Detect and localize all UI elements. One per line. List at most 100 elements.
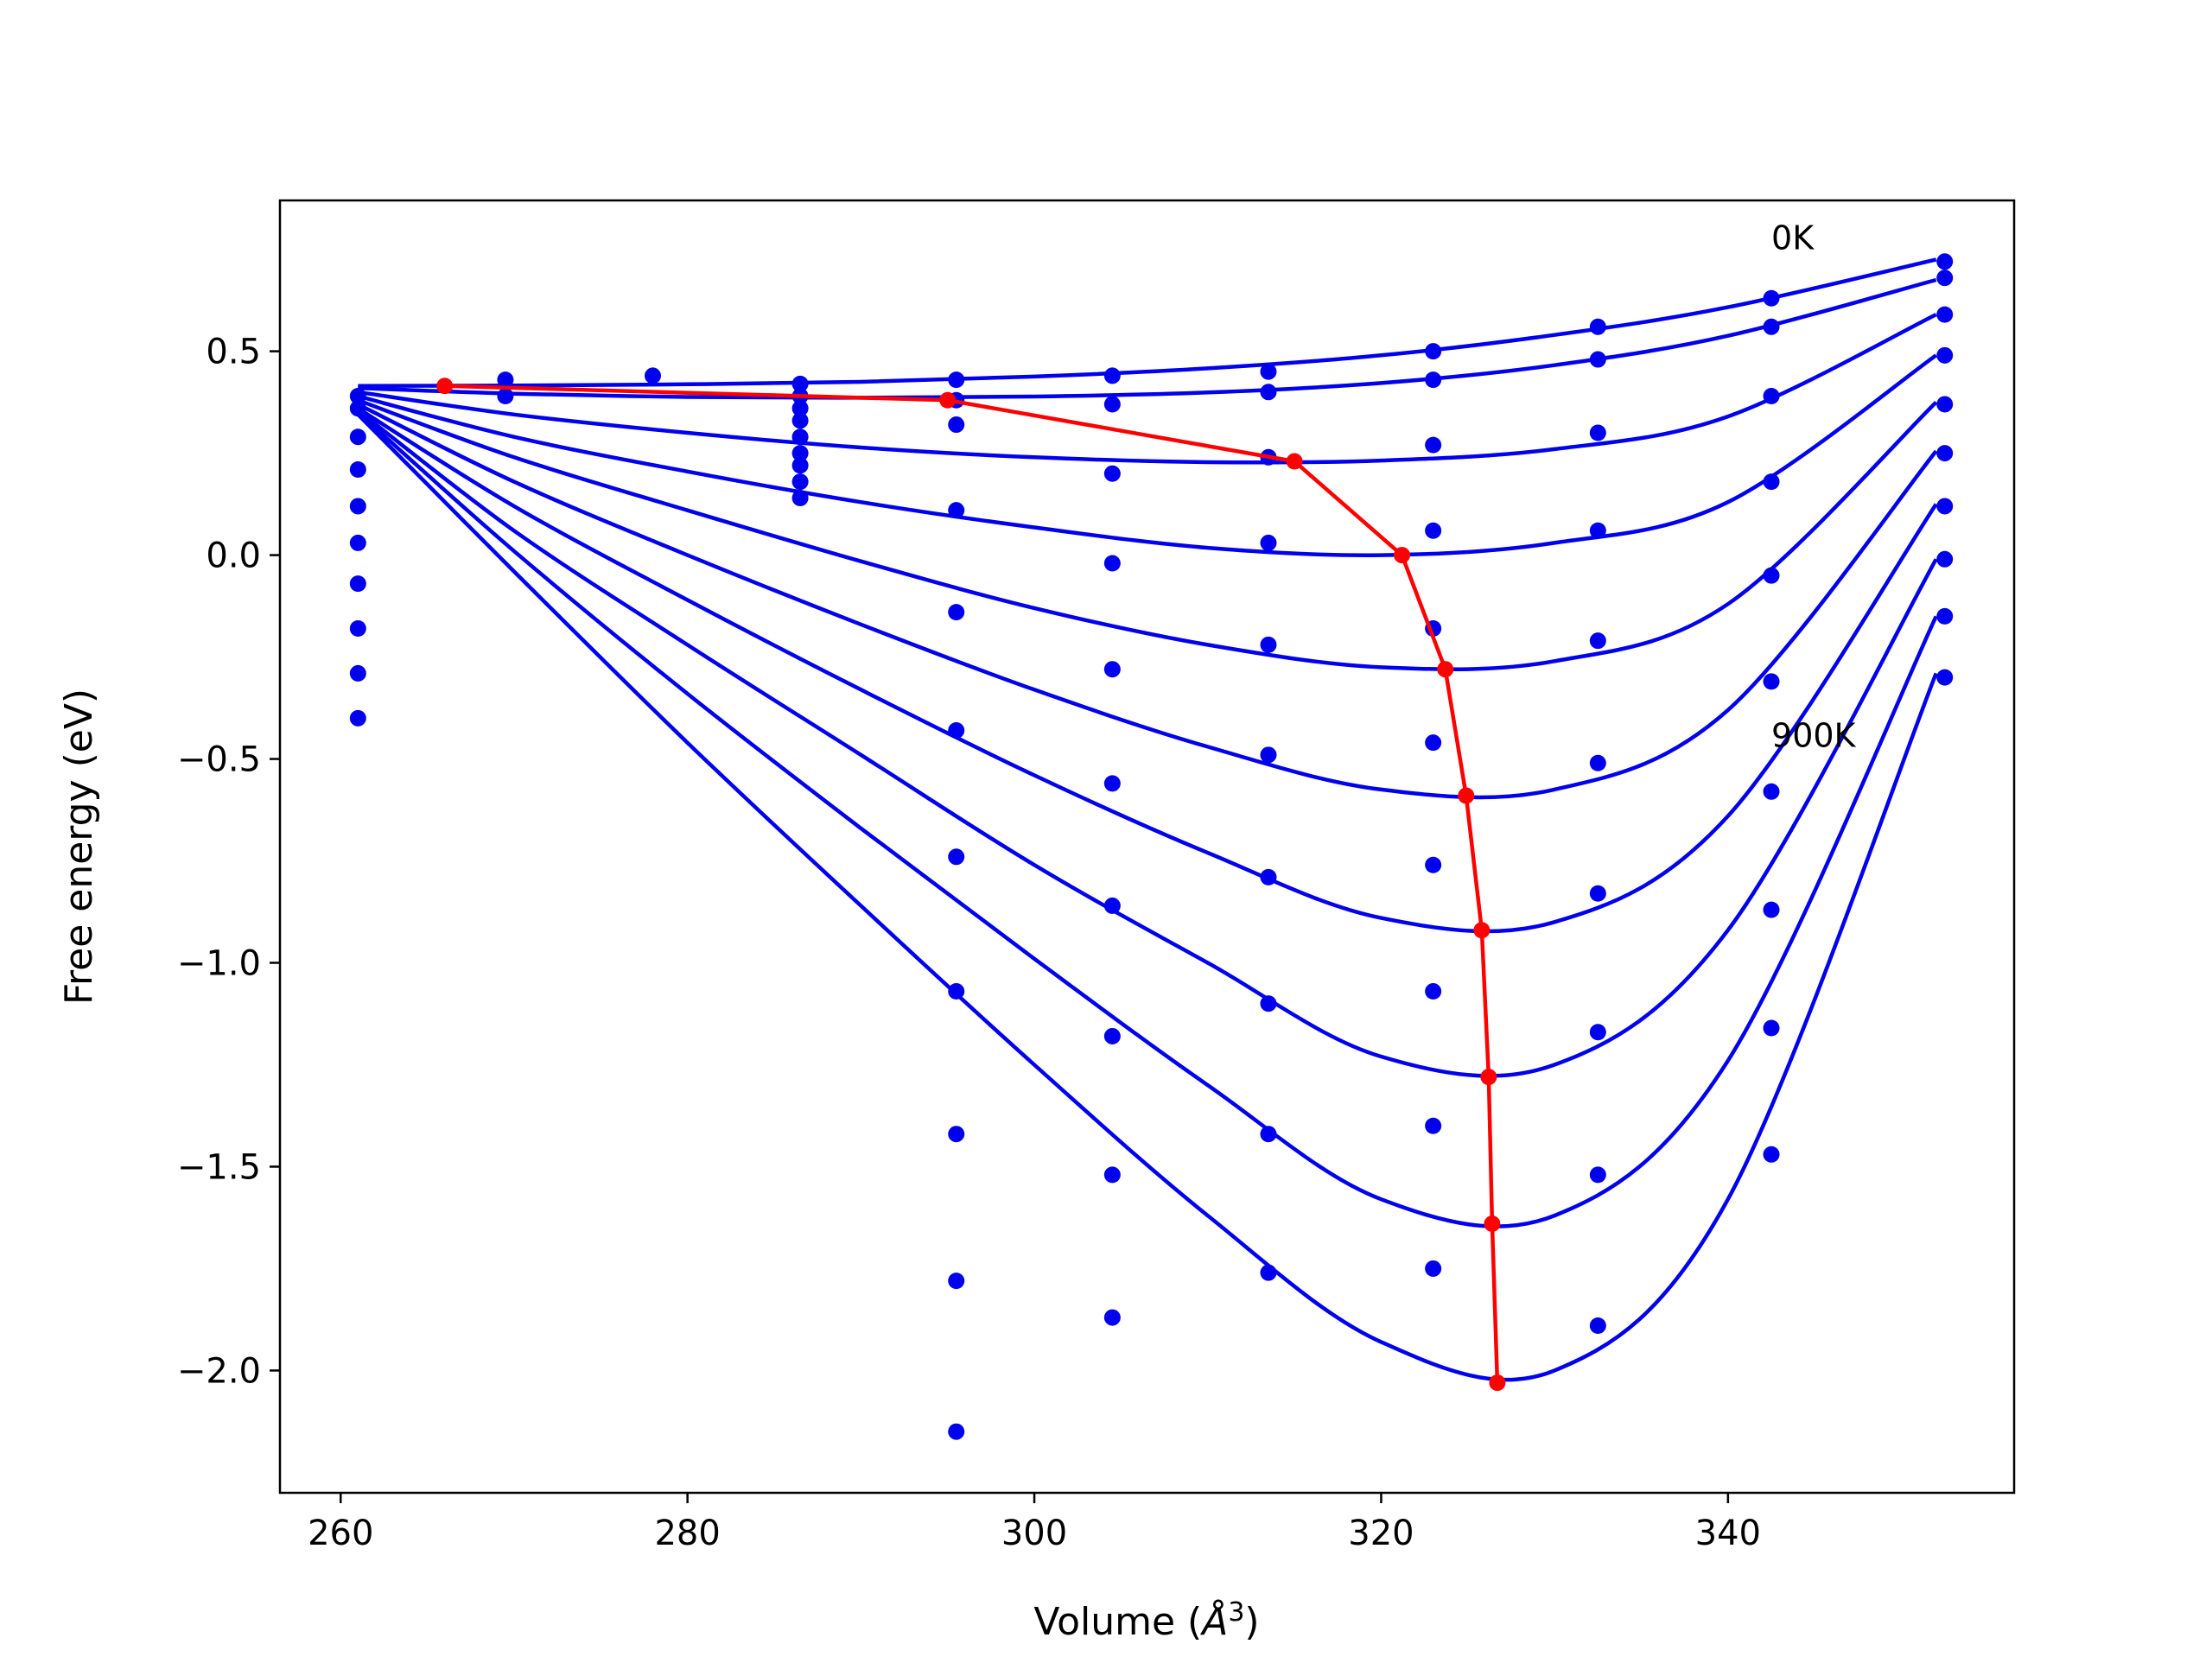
data-point (1260, 1264, 1277, 1281)
fit-curve-3 (357, 313, 1937, 465)
data-point (1589, 522, 1606, 539)
data-point (1103, 1027, 1121, 1044)
fit-curve-5 (357, 398, 1938, 672)
data-point (1589, 1024, 1606, 1041)
fit-curve-9 (356, 410, 1938, 1228)
data-point (1589, 424, 1606, 441)
minimum-path-point (1484, 1216, 1501, 1233)
minimum-path-point (1489, 1374, 1506, 1392)
data-point (349, 460, 366, 478)
data-point (791, 445, 809, 462)
data-point (948, 371, 965, 389)
x-tick-label: 340 (1695, 1514, 1761, 1553)
data-point (1103, 396, 1121, 413)
data-point (948, 604, 965, 621)
x-tick-label: 320 (1348, 1514, 1414, 1553)
data-point (1425, 856, 1442, 873)
fit-curve-4 (357, 353, 1937, 557)
data-point (349, 620, 366, 638)
data-point (349, 498, 366, 515)
data-point (948, 1423, 965, 1440)
data-point (1589, 318, 1606, 335)
y-tick-label: −1.5 (177, 1147, 261, 1187)
data-point (948, 416, 965, 434)
data-point (349, 534, 366, 551)
data-point (1936, 607, 1954, 625)
data-point (1589, 351, 1606, 368)
data-point (1936, 550, 1954, 568)
data-point (1260, 534, 1277, 551)
data-point (948, 502, 965, 519)
data-point (1260, 746, 1277, 764)
x-tick-label: 300 (1001, 1514, 1067, 1553)
data-point (948, 983, 965, 1000)
data-point (948, 1126, 965, 1143)
data-point (645, 367, 662, 384)
data-point (1763, 318, 1780, 335)
x-tick-label: 280 (654, 1514, 720, 1553)
data-point (1425, 436, 1442, 454)
data-point (1425, 371, 1442, 389)
annotations-layer: 0K 900K (1771, 219, 1857, 755)
data-point (1763, 388, 1780, 405)
data-point (1260, 384, 1277, 401)
minimum-path-point (1480, 1069, 1497, 1086)
data-point (791, 412, 809, 429)
y-tick-label: −0.5 (177, 740, 261, 780)
data-point (1260, 868, 1277, 885)
data-point (1260, 1126, 1277, 1143)
data-point (791, 457, 809, 474)
y-tick-label: −2.0 (177, 1351, 261, 1391)
data-point (1103, 367, 1121, 384)
data-point (1763, 289, 1780, 307)
data-point (791, 428, 809, 446)
minimum-path-point (1286, 453, 1303, 470)
y-axis: 0.5 0.0 −0.5 −1.0 −1.5 −2.0 (177, 333, 280, 1391)
data-point (1425, 1117, 1442, 1134)
plot-frame (278, 199, 2016, 1495)
data-point (1763, 1146, 1780, 1163)
fit-curve-8 (356, 409, 1938, 1078)
data-point (1103, 555, 1121, 572)
data-point (1589, 1317, 1606, 1335)
x-axis: 260 280 300 320 340 (308, 1493, 1761, 1553)
minimum-path-point (1458, 787, 1475, 804)
minimum-path-point (939, 391, 957, 409)
data-points-layer (349, 253, 1954, 1440)
annotation-label: 0K (1771, 219, 1815, 257)
minimum-path-point (436, 378, 454, 395)
data-point (791, 473, 809, 491)
minimum-path-point (1473, 922, 1491, 939)
data-point (1589, 754, 1606, 771)
minimum-path-point (1437, 661, 1454, 678)
data-point (1936, 270, 1954, 287)
minimum-path-line (444, 384, 1500, 1383)
x-axis-label: Volume (Å3) (1033, 1597, 1259, 1644)
data-point (1936, 306, 1954, 323)
data-point (1589, 1166, 1606, 1184)
x-tick-label: 260 (308, 1514, 373, 1553)
data-point (1763, 673, 1780, 690)
annotation-label: 900K (1771, 716, 1857, 754)
data-point (497, 388, 514, 405)
data-point (1763, 901, 1780, 918)
y-tick-label: −1.0 (177, 943, 261, 983)
data-point (1103, 465, 1121, 482)
data-point (349, 575, 366, 593)
data-point (791, 490, 809, 507)
data-point (1103, 897, 1121, 914)
data-point (1936, 346, 1954, 364)
y-tick-label: 0.0 (206, 536, 261, 576)
data-point (1936, 253, 1954, 270)
fit-curves-layer (356, 257, 1938, 1382)
y-axis-label: Free energy (eV) (57, 689, 101, 1005)
data-point (497, 371, 514, 389)
data-point (948, 722, 965, 739)
fit-curve-1 (358, 257, 1937, 388)
data-point (349, 709, 366, 727)
data-point (1763, 567, 1780, 584)
minimum-path-point (1394, 547, 1411, 564)
data-point (1936, 669, 1954, 686)
